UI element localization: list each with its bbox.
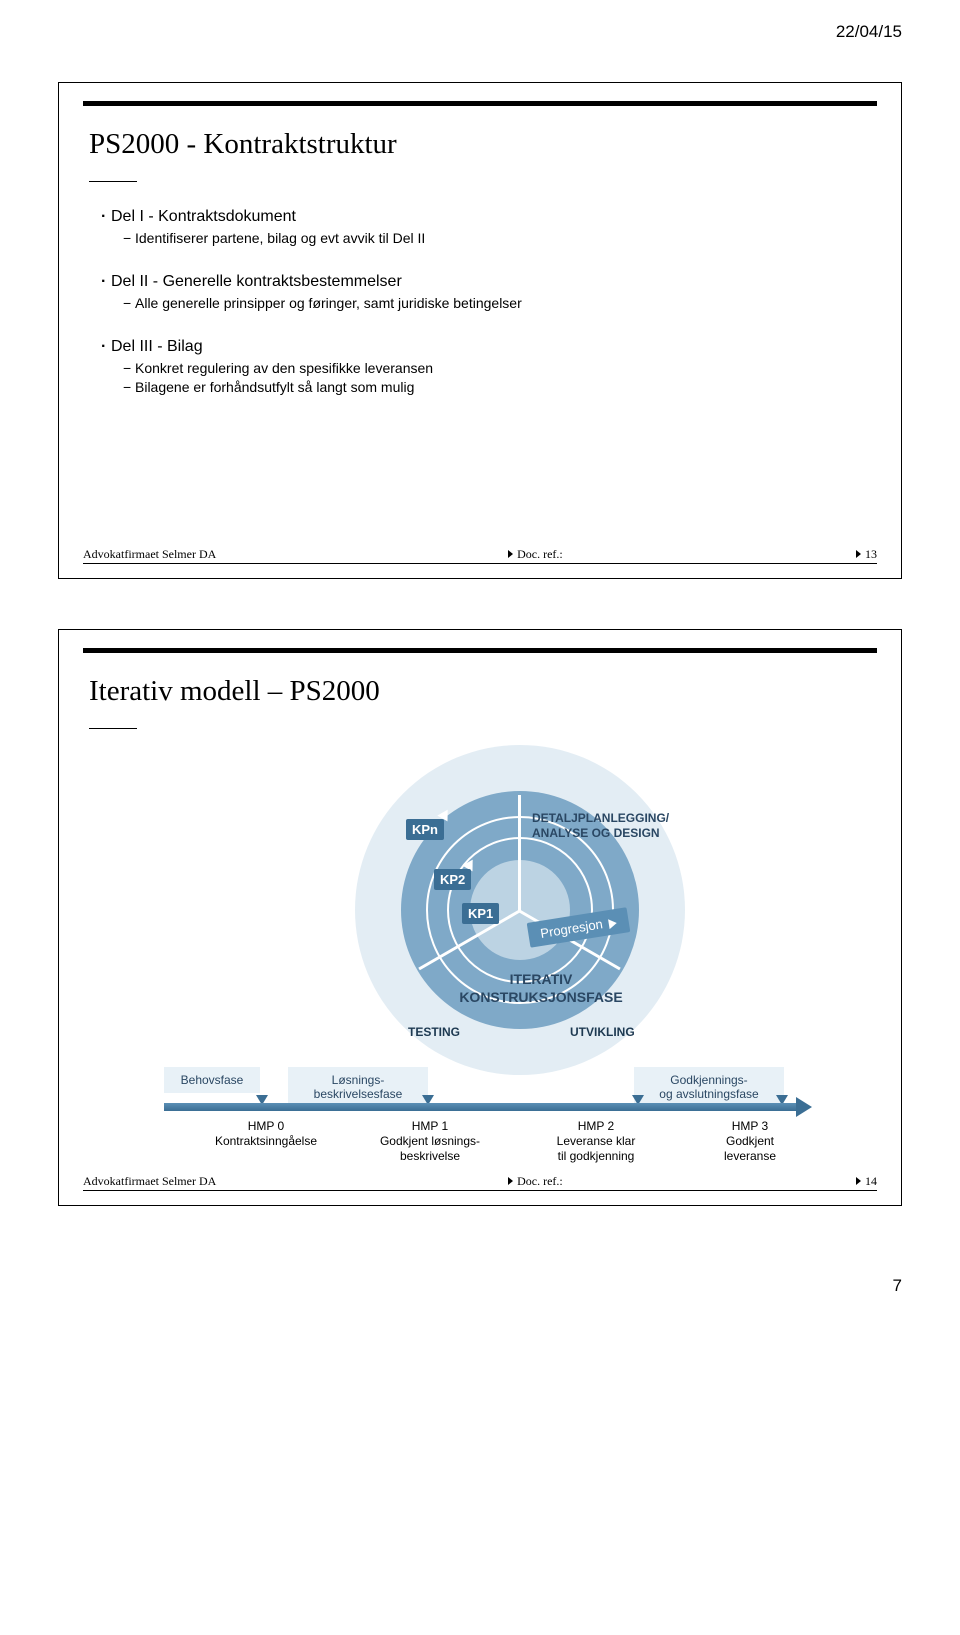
triangle-icon bbox=[856, 1177, 861, 1185]
page-number: 7 bbox=[893, 1276, 902, 1296]
timeline-bar bbox=[164, 1103, 796, 1111]
triangle-icon bbox=[508, 1177, 513, 1185]
page-date: 22/04/15 bbox=[0, 0, 960, 52]
bullet-level1: Del I - Kontraktsdokument bbox=[101, 208, 871, 226]
hmp-sub: Godkjent løsnings-beskrivelse bbox=[380, 1134, 480, 1163]
footer-left: Advokatfirmaet Selmer DA bbox=[83, 1173, 504, 1191]
slide-1: PS2000 - Kontraktstruktur Del I - Kontra… bbox=[58, 82, 902, 579]
segment-label: TESTING bbox=[408, 1025, 460, 1040]
footer-mid: Doc. ref.: bbox=[504, 1173, 789, 1191]
hmp-label: HMP 1 Godkjent løsnings-beskrivelse bbox=[360, 1119, 500, 1164]
footer-right-text: 14 bbox=[865, 1174, 877, 1188]
slide-2-footer: Advokatfirmaet Selmer DA Doc. ref.: 14 bbox=[59, 1173, 901, 1205]
hmp-title: HMP 2 bbox=[526, 1119, 666, 1134]
bullet-level2: Bilagene er forhåndsutfylt så langt som … bbox=[123, 379, 871, 395]
phase-box: Løsnings-beskrivelsesfase bbox=[288, 1067, 428, 1108]
kp-badge: KPn bbox=[406, 819, 444, 840]
hmp-title: HMP 0 bbox=[196, 1119, 336, 1134]
timeline-arrow-icon bbox=[796, 1097, 812, 1117]
phase-box: Godkjennings-og avslutningsfase bbox=[634, 1067, 784, 1108]
title-underline bbox=[89, 728, 137, 729]
slide-2-body: Iterativ modell – PS2000 KPn KP2 KP1 Pro… bbox=[59, 653, 901, 1173]
footer-right: 14 bbox=[789, 1173, 877, 1191]
segment-label: ITERATIVKONSTRUKSJONSFASE bbox=[436, 971, 646, 1006]
iterative-model-diagram: KPn KP2 KP1 Progresjon DETALJPLANLEGGING… bbox=[140, 755, 820, 1165]
bullet-level1: Del III - Bilag bbox=[101, 338, 871, 356]
footer-mid-text: Doc. ref.: bbox=[517, 547, 563, 561]
footer-left: Advokatfirmaet Selmer DA bbox=[83, 546, 504, 564]
segment-label: DETALJPLANLEGGING/ANALYSE OG DESIGN bbox=[532, 811, 702, 841]
segment-label: UTVIKLING bbox=[570, 1025, 635, 1040]
bullet-level2: Identifiserer partene, bilag og evt avvi… bbox=[123, 230, 871, 246]
slide-1-title: PS2000 - Kontraktstruktur bbox=[89, 128, 871, 161]
phase-box: Behovsfase bbox=[164, 1067, 260, 1093]
hmp-title: HMP 3 bbox=[680, 1119, 820, 1134]
slide-2-title: Iterativ modell – PS2000 bbox=[89, 675, 871, 708]
footer-right-text: 13 bbox=[865, 547, 877, 561]
slide-1-body: PS2000 - Kontraktstruktur Del I - Kontra… bbox=[59, 106, 901, 546]
footer-mid: Doc. ref.: bbox=[504, 546, 789, 564]
footer-right: 13 bbox=[789, 546, 877, 564]
hmp-label: HMP 0 Kontraktsinngåelse bbox=[196, 1119, 336, 1149]
hmp-title: HMP 1 bbox=[360, 1119, 500, 1134]
slide-1-footer: Advokatfirmaet Selmer DA Doc. ref.: 13 bbox=[59, 546, 901, 578]
bullet-level1: Del II - Generelle kontraktsbestemmelser bbox=[101, 273, 871, 291]
triangle-icon bbox=[856, 550, 861, 558]
bullet-level2: Alle generelle prinsipper og føringer, s… bbox=[123, 295, 871, 311]
footer-mid-text: Doc. ref.: bbox=[517, 1174, 563, 1188]
kp-badge: KP2 bbox=[434, 869, 471, 890]
kp-badge: KP1 bbox=[462, 903, 499, 924]
hmp-label: HMP 2 Leveranse klartil godkjenning bbox=[526, 1119, 666, 1164]
triangle-icon bbox=[508, 550, 513, 558]
hmp-sub: Godkjentleveranse bbox=[724, 1134, 776, 1163]
slide-2: Iterativ modell – PS2000 KPn KP2 KP1 Pro… bbox=[58, 629, 902, 1206]
title-underline bbox=[89, 181, 137, 182]
hmp-sub: Leveranse klartil godkjenning bbox=[557, 1134, 636, 1163]
hmp-sub: Kontraktsinngåelse bbox=[215, 1134, 317, 1148]
arrow-right-icon bbox=[608, 918, 617, 929]
divider-line bbox=[518, 795, 521, 911]
hmp-label: HMP 3 Godkjentleveranse bbox=[680, 1119, 820, 1164]
bullet-level2: Konkret regulering av den spesifikke lev… bbox=[123, 360, 871, 376]
progresjon-text: Progresjon bbox=[539, 916, 603, 941]
